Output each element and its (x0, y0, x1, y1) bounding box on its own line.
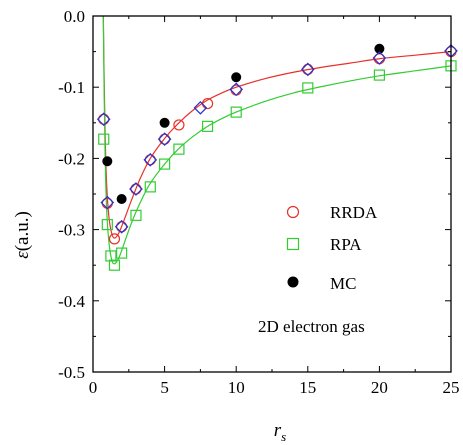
data-point-series-3 (143, 152, 158, 167)
data-point-series-2 (116, 193, 127, 204)
data-point-series-1 (144, 181, 156, 193)
fit-curve-1 (102, 16, 451, 265)
data-point-series-0 (159, 133, 171, 145)
axis-ticks (92, 15, 452, 373)
x-tick-label: 10 (228, 378, 245, 397)
data-point-series-3 (157, 132, 172, 147)
x-axis-subscript: s (281, 429, 286, 444)
data-point-series-0 (108, 233, 121, 245)
annotation-2d-electron-gas: 2D electron gas (258, 317, 365, 336)
data-point-series-2 (102, 156, 113, 167)
y-axis-title: ε(a.u.) (12, 211, 33, 259)
legend-marker-rpa (286, 237, 300, 251)
data-point-series-1 (108, 259, 121, 271)
data-point-series-0 (116, 221, 128, 233)
x-tick-label: 5 (160, 378, 169, 397)
data-point-series-3 (129, 182, 143, 196)
x-tick-label: 25 (443, 378, 460, 397)
data-point-series-3 (193, 100, 208, 115)
y-tick-label: -0.1 (58, 78, 85, 97)
x-tick-label: 15 (299, 378, 316, 397)
legend-marker-rrda (286, 205, 300, 219)
data-point-series-1 (159, 158, 171, 170)
x-axis-title: rs (274, 420, 286, 444)
y-tick-label: -0.2 (58, 149, 85, 168)
data-point-series-3 (114, 219, 129, 234)
data-point-series-2 (159, 117, 170, 128)
data-point-series-3 (300, 62, 315, 77)
y-tick-label: 0.0 (64, 7, 85, 26)
legend-label-rpa: RPA (330, 235, 362, 254)
legend-label-rrda: RRDA (330, 203, 378, 222)
data-point-series-0 (130, 183, 142, 195)
x-tick-labels: 0 5 10 15 20 25 (89, 378, 460, 397)
legend: RRDA RPA MC (286, 203, 378, 293)
y-tick-label: -0.3 (58, 221, 85, 240)
x-tick-label: 0 (89, 378, 98, 397)
data-point-series-0 (144, 154, 156, 166)
data-point-series-3 (96, 112, 111, 127)
data-point-series-0 (98, 113, 110, 125)
x-tick-label: 20 (371, 378, 388, 397)
data-point-series-1 (173, 143, 185, 155)
y-axis-symbol: ε (12, 251, 33, 259)
data-point-series-1 (230, 106, 242, 118)
data-point-series-2 (374, 43, 385, 54)
fit-curves (102, 16, 451, 265)
y-tick-label: -0.5 (58, 363, 85, 382)
data-point-series-0 (173, 119, 185, 131)
data-point-series-1 (373, 69, 385, 81)
x-axis-symbol: r (274, 420, 282, 441)
legend-label-mc: MC (330, 274, 356, 293)
data-point-series-3 (229, 82, 244, 97)
y-axis-unit: (a.u.) (12, 211, 33, 251)
data-point-series-1 (98, 133, 110, 145)
fit-curve-0 (102, 16, 451, 239)
data-point-series-0 (302, 63, 314, 76)
data-point-series-3 (372, 51, 387, 65)
data-point-series-1 (302, 82, 314, 94)
data-point-series-1 (105, 250, 117, 262)
y-tick-label: -0.4 (58, 292, 85, 311)
legend-marker-mc (287, 276, 299, 288)
data-point-series-1 (201, 120, 214, 132)
data-point-series-1 (101, 219, 113, 231)
data-point-series-1 (116, 247, 128, 259)
data-point-series-1 (130, 209, 142, 221)
y-tick-labels: 0.0 -0.1 -0.2 -0.3 -0.4 -0.5 (58, 7, 85, 382)
data-point-series-2 (231, 72, 242, 83)
data-point-series-3 (100, 195, 115, 210)
data-markers (96, 43, 458, 271)
